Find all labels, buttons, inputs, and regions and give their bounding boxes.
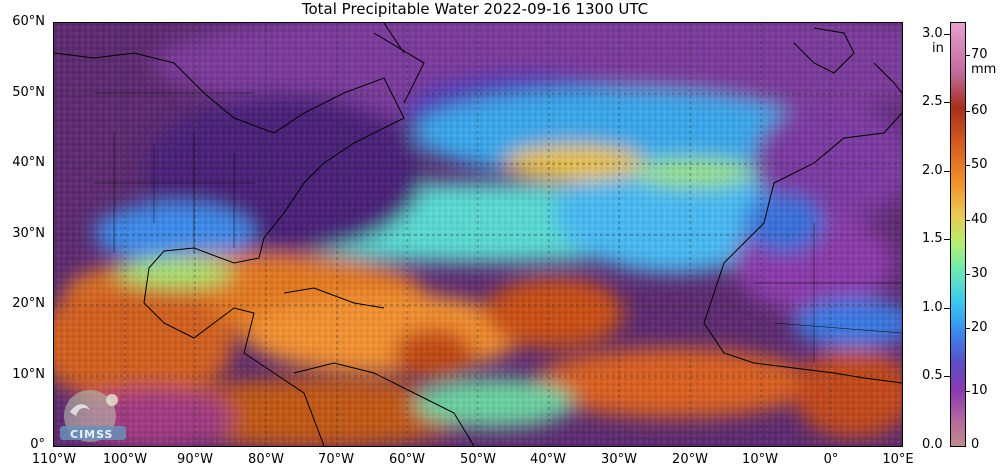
lon-label-20w: 20°W: [672, 452, 708, 467]
lon-label-70w: 70°W: [318, 452, 354, 467]
graticule: [54, 23, 902, 446]
cbar-inch-1-0: 1.0: [922, 300, 943, 315]
cimss-logo: [60, 390, 126, 442]
cbar-mm-10: 10: [971, 383, 988, 398]
lat-label-30n: 30°N: [12, 226, 45, 241]
cbar-mm-40: 40: [971, 212, 988, 227]
lon-label-10w: 10°W: [742, 452, 778, 467]
lon-label-30w: 30°W: [601, 452, 637, 467]
cbar-mm-20: 20: [971, 320, 988, 335]
lon-label-90w: 90°W: [177, 452, 213, 467]
cbar-inch-0-5: 0.5: [922, 368, 943, 383]
lon-label-0: 0°: [823, 452, 839, 467]
cbar-inch-unit: in: [932, 41, 944, 56]
lon-label-80w: 80°W: [248, 452, 284, 467]
cbar-inch-2-0: 2.0: [922, 163, 943, 178]
map-title: Total Precipitable Water 2022-09-16 1300…: [301, 0, 649, 18]
lat-label-50n: 50°N: [12, 85, 45, 100]
cbar-inch-1-5: 1.5: [922, 231, 943, 246]
cbar-mm-30: 30: [971, 266, 988, 281]
coastlines: [54, 23, 902, 446]
cbar-inch-3-0: 3.0: [922, 26, 943, 41]
cbar-mm-50: 50: [971, 157, 988, 172]
lon-label-40w: 40°W: [530, 452, 566, 467]
cbar-mm-70: 70: [971, 47, 988, 62]
lat-label-40n: 40°N: [12, 155, 45, 170]
precipitable-water-map: [53, 22, 903, 447]
cbar-inch-0-0: 0.0: [922, 437, 943, 452]
cbar-inch-2-5: 2.5: [922, 94, 943, 109]
lon-label-100w: 100°W: [102, 452, 148, 467]
lat-label-10n: 10°N: [12, 367, 45, 382]
lon-label-50w: 50°W: [460, 452, 496, 467]
cbar-mm-0: 0: [971, 437, 980, 452]
lat-label-60n: 60°N: [12, 14, 45, 29]
lon-label-10e: 10°E: [882, 452, 914, 467]
cbar-mm-60: 60: [971, 103, 988, 118]
lat-label-20n: 20°N: [12, 296, 45, 311]
cimss-logo-text: CIMSS: [70, 428, 114, 441]
lon-label-60w: 60°W: [389, 452, 425, 467]
lon-label-110w: 110°W: [31, 452, 77, 467]
colorbar: [950, 22, 966, 447]
cbar-mm-unit: mm: [971, 62, 997, 77]
borders: [94, 92, 902, 363]
lat-label-0: 0°: [30, 437, 45, 452]
